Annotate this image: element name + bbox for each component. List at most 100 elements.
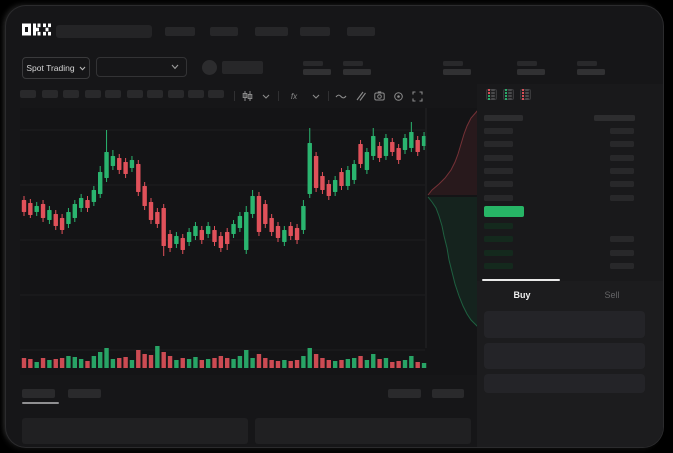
bid-row-price[interactable] (484, 236, 513, 243)
total-input[interactable] (484, 374, 645, 393)
camera-icon[interactable] (372, 90, 386, 102)
icon-line (491, 92, 495, 94)
pair-selector-dropdown[interactable] (96, 57, 187, 77)
timeframe-button[interactable] (147, 90, 163, 98)
icon-line (525, 98, 529, 100)
okx-logo[interactable] (22, 23, 52, 36)
ask-row-price[interactable] (484, 167, 513, 174)
draw-tools-icon[interactable] (353, 90, 367, 102)
ask-row-amount (610, 194, 634, 201)
icon-dot (522, 98, 524, 100)
icon-row (488, 89, 495, 91)
tab-buy[interactable]: Buy (513, 290, 531, 300)
icon-line (508, 98, 512, 100)
market-type-dropdown[interactable]: Spot Trading (22, 57, 90, 79)
ask-row-price[interactable] (484, 154, 513, 161)
icon-dot (505, 98, 507, 100)
market-type-label: Spot Trading (26, 63, 75, 73)
bid-row-price[interactable] (484, 223, 513, 229)
icon-row (522, 98, 529, 100)
fullscreen-icon[interactable] (410, 90, 424, 102)
timeframe-button[interactable] (20, 90, 36, 98)
divider (328, 91, 329, 101)
line-tool-icon[interactable] (334, 90, 348, 102)
icon-line (491, 89, 495, 91)
nav-item-placeholder[interactable] (210, 27, 238, 36)
last-price-badge[interactable] (484, 206, 524, 217)
bottom-tab-active[interactable] (22, 389, 55, 398)
icon-line (491, 95, 495, 97)
tab-sell[interactable]: Sell (604, 290, 620, 300)
ask-row-price[interactable] (484, 194, 513, 201)
icon-dot (488, 92, 490, 94)
ask-row-amount (610, 181, 634, 188)
icon-line (508, 95, 512, 97)
ask-row-amount (610, 141, 634, 148)
search-input[interactable] (56, 25, 152, 38)
icon-dot (505, 92, 507, 94)
icon-row (488, 95, 495, 97)
stat-value-placeholder (443, 69, 471, 75)
book-bids-icon[interactable] (503, 89, 514, 100)
timeframe-button[interactable] (63, 90, 79, 98)
icon-line (525, 89, 529, 91)
timeframe-button[interactable] (42, 90, 58, 98)
ticker-stat (517, 61, 545, 75)
icon-dot (505, 95, 507, 97)
chevron-down-icon[interactable] (259, 90, 273, 102)
book-both-icon[interactable] (486, 89, 497, 100)
bottom-right-control-1[interactable] (388, 389, 421, 398)
icon-row (522, 95, 529, 97)
icon-row (522, 89, 529, 91)
stat-label-placeholder (577, 61, 597, 66)
timeframe-button[interactable] (188, 90, 204, 98)
timeframe-button[interactable] (208, 90, 224, 98)
book-asks-icon[interactable] (520, 89, 531, 100)
ask-row-price[interactable] (484, 128, 513, 134)
trade-form: Buy Sell (477, 281, 663, 447)
ticker-stat (443, 61, 471, 75)
indicators-icon[interactable]: fx (290, 91, 298, 101)
icon-row (505, 98, 512, 100)
orders-panel-placeholder (22, 418, 248, 444)
chevron-down-icon[interactable] (309, 90, 323, 102)
timeframe-button[interactable] (105, 90, 121, 98)
icon-dot (488, 98, 490, 100)
ask-row-price[interactable] (484, 181, 513, 188)
timeframe-button[interactable] (85, 90, 101, 98)
timeframe-button[interactable] (168, 90, 184, 98)
ask-row-amount (610, 128, 634, 134)
bottom-right-control-2[interactable] (432, 389, 464, 398)
ticker-stat (577, 61, 605, 75)
app-window: Spot Trading fx (6, 6, 663, 447)
ticker-stat (343, 61, 371, 75)
stat-label-placeholder (517, 61, 537, 66)
amount-input[interactable] (484, 343, 645, 369)
nav-item-placeholder[interactable] (300, 27, 330, 36)
bid-row-price[interactable] (484, 263, 513, 270)
candle-type-icon[interactable] (240, 90, 254, 102)
stat-value-placeholder (303, 69, 331, 75)
chevron-down-icon (79, 66, 85, 71)
bid-row-price[interactable] (484, 249, 513, 256)
stat-value-placeholder (517, 69, 545, 75)
price-input[interactable] (484, 311, 645, 338)
nav-item-placeholder[interactable] (165, 27, 195, 36)
timeframe-button[interactable] (127, 90, 143, 98)
nav-item-placeholder[interactable] (255, 27, 288, 36)
stat-label-placeholder (443, 61, 463, 66)
stat-value-placeholder (577, 69, 605, 75)
price-chart-svg[interactable] (20, 108, 480, 375)
settings-icon[interactable] (391, 90, 405, 102)
bid-row-amount (610, 249, 634, 256)
icon-dot (488, 95, 490, 97)
icon-row (505, 89, 512, 91)
icon-line (525, 95, 529, 97)
bottom-tab-2[interactable] (68, 389, 101, 398)
nav-item-placeholder[interactable] (347, 27, 375, 36)
ask-row-price[interactable] (484, 141, 513, 148)
stat-label-placeholder (303, 61, 323, 66)
icon-dot (488, 89, 490, 91)
history-panel-placeholder (255, 418, 471, 444)
icon-dot (522, 92, 524, 94)
